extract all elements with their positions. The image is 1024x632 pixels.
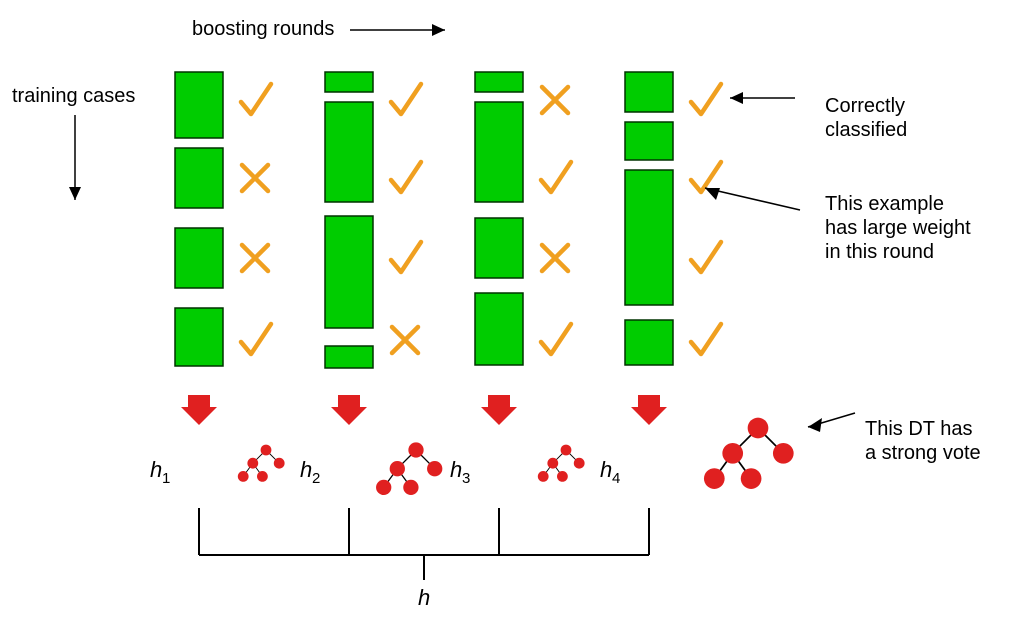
svg-text:a strong vote: a strong vote: [865, 442, 981, 464]
h-sub-label: h: [150, 457, 162, 482]
svg-text:This example: This example: [825, 193, 944, 215]
training-cases-label: training cases: [12, 85, 135, 107]
boosting-arrow-head: [432, 24, 445, 36]
svg-text:Correctly: Correctly: [825, 95, 905, 117]
check-icon: [691, 324, 721, 354]
weight-box: [625, 72, 673, 112]
check-icon: [691, 242, 721, 272]
check-icon: [691, 84, 721, 114]
h-subscript: 3: [462, 470, 470, 487]
cross-icon: [542, 245, 568, 271]
weight-box: [175, 72, 223, 138]
decision-tree: [704, 418, 794, 489]
h-subscript: 1: [162, 470, 170, 487]
h-label: h: [418, 585, 430, 610]
down-arrow-shaft: [488, 395, 510, 407]
weight-box: [175, 148, 223, 208]
weight-box: [175, 228, 223, 288]
check-icon: [391, 84, 421, 114]
weight-box: [625, 122, 673, 160]
cross-icon: [392, 327, 418, 353]
weight-box: [175, 308, 223, 366]
decision-tree: [538, 445, 585, 482]
down-arrow-shaft: [188, 395, 210, 407]
svg-text:classified: classified: [825, 119, 907, 141]
decision-tree: [376, 442, 442, 495]
annotation-dt: This DT has a strong vote: [808, 413, 981, 464]
cross-icon: [242, 245, 268, 271]
check-icon: [391, 242, 421, 272]
svg-text:has large weight: has large weight: [825, 217, 971, 239]
down-arrow-head: [181, 407, 217, 425]
weight-box: [475, 102, 523, 202]
check-icon: [391, 162, 421, 192]
weight-box: [325, 72, 373, 92]
boosting-rounds-label: boosting rounds: [192, 18, 334, 40]
weight-box: [475, 72, 523, 92]
h-sub-label: h: [600, 457, 612, 482]
cross-icon: [242, 165, 268, 191]
check-icon: [241, 324, 271, 354]
column: [325, 72, 442, 495]
combine-bracket: [199, 508, 649, 580]
column: [175, 72, 285, 482]
weight-box: [475, 218, 523, 278]
down-arrow-head: [331, 407, 367, 425]
weight-box: [625, 320, 673, 365]
h-subscript: 4: [612, 470, 620, 487]
weight-box: [325, 346, 373, 368]
check-icon: [541, 324, 571, 354]
down-arrow-head: [631, 407, 667, 425]
decision-tree: [238, 445, 285, 482]
training-arrow-head: [69, 187, 81, 200]
weight-box: [325, 102, 373, 202]
weight-box: [475, 293, 523, 365]
down-arrow-head: [481, 407, 517, 425]
annotation-weight: This example has large weight in this ro…: [705, 188, 971, 263]
boosting-diagram: boosting rounds training cases h h1h2h3h…: [0, 0, 1024, 632]
down-arrow-shaft: [338, 395, 360, 407]
column: [625, 72, 794, 489]
weight-box: [325, 216, 373, 328]
svg-text:This DT has: This DT has: [865, 418, 972, 440]
weight-box: [625, 170, 673, 305]
check-icon: [241, 84, 271, 114]
h-sub-label: h: [300, 457, 312, 482]
cross-icon: [542, 87, 568, 113]
h-subscript: 2: [312, 470, 320, 487]
annotation-correctly: Correctly classified: [730, 92, 907, 141]
h-sub-label: h: [450, 457, 462, 482]
down-arrow-shaft: [638, 395, 660, 407]
columns: [175, 72, 794, 495]
svg-text:in this round: in this round: [825, 241, 934, 263]
check-icon: [541, 162, 571, 192]
column: [475, 72, 585, 482]
